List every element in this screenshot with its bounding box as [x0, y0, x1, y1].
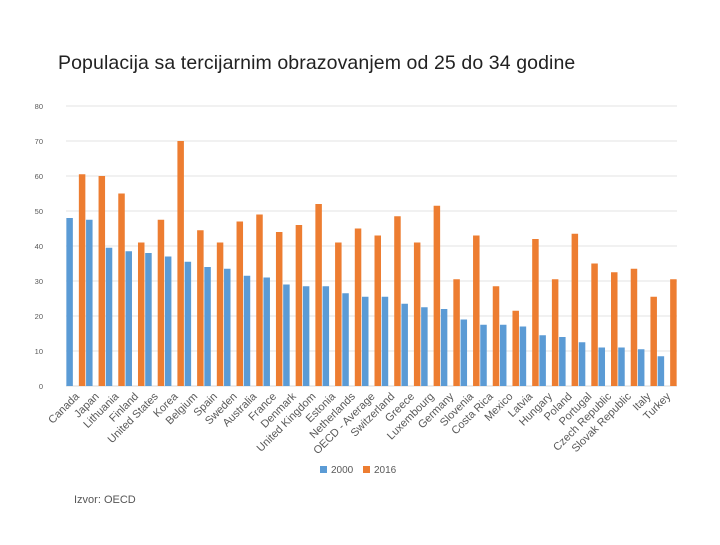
bar-2000-slovak-republic [618, 347, 625, 386]
legend-swatch-2016 [363, 466, 370, 473]
bar-2016-lithuania [118, 193, 125, 386]
bar-2016-canada [78, 174, 86, 386]
bar-2016-slovenia [473, 235, 480, 386]
bar-2000-japan [86, 219, 93, 386]
bar-2000-czech-republic [598, 347, 606, 386]
bar-2000-hungary [539, 335, 546, 386]
bar-2000-korea [164, 256, 172, 386]
bar-2000-belgium [184, 261, 192, 386]
bars [66, 141, 677, 386]
bar-2000-france [263, 277, 270, 386]
bar-2000-oecd-average [362, 296, 369, 386]
bar-2016-poland [571, 233, 579, 386]
bar-2016-switzerland [394, 216, 401, 386]
bar-2016-latvia [532, 239, 539, 386]
y-tick-label: 50 [35, 207, 43, 216]
y-axis-ticks: 0 10 20 30 40 50 60 70 80 [35, 102, 43, 391]
bar-2000-spain [204, 267, 211, 386]
bar-2000-mexico [499, 324, 507, 386]
bar-2016-oecd-average [374, 235, 381, 386]
bar-2016-finland [137, 242, 145, 386]
legend: 2000 2016 [320, 465, 397, 476]
bar-2000-finland [125, 251, 132, 386]
bar-2016-france [275, 232, 283, 386]
source-note: Izvor: OECD [74, 494, 136, 506]
bar-2016-korea [177, 141, 184, 386]
page-title: Populacija sa tercijarnim obrazovanjem o… [58, 52, 576, 74]
bar-2016-turkey [670, 279, 677, 386]
bar-2000-italy [637, 349, 645, 386]
bar-2000-lithuania [105, 247, 113, 386]
bar-2016-czech-republic [611, 272, 618, 386]
bar-2016-united-kingdom [315, 204, 322, 386]
bar-2000-poland [559, 337, 566, 386]
bar-2000-costa-rica [480, 324, 487, 386]
bar-2000-australia [243, 275, 251, 386]
bar-2000-portugal [578, 342, 586, 386]
bar-2016-japan [98, 176, 106, 386]
bar-2000-germany [440, 309, 448, 386]
gridlines [66, 105, 677, 387]
bar-2016-united-states [157, 219, 165, 386]
bar-2016-germany [453, 279, 460, 386]
y-tick-label: 30 [35, 277, 43, 286]
legend-label-2000: 2000 [331, 465, 354, 476]
y-tick-label: 10 [35, 347, 43, 356]
y-tick-label: 80 [35, 102, 43, 111]
bar-2016-denmark [295, 225, 303, 386]
y-tick-label: 0 [39, 382, 43, 391]
bar-2000-switzerland [381, 296, 389, 386]
bar-2016-italy [650, 296, 657, 386]
bar-2000-denmark [283, 284, 290, 386]
bar-2016-portugal [591, 263, 598, 386]
bar-2016-greece [413, 242, 421, 386]
legend-swatch-2000 [320, 466, 327, 473]
bar-2016-sweden [236, 221, 244, 386]
y-tick-label: 20 [35, 312, 43, 321]
bar-2000-sweden [224, 268, 231, 386]
bar-2016-belgium [197, 230, 204, 386]
bar-2016-spain [216, 242, 224, 386]
bar-2000-turkey [657, 356, 665, 386]
bar-2016-slovak-republic [630, 268, 638, 386]
bar-2000-estonia [322, 286, 330, 386]
bar-2000-slovenia [460, 319, 468, 386]
y-tick-label: 40 [35, 242, 43, 251]
legend-label-2016: 2016 [374, 465, 397, 476]
bar-2000-greece [401, 303, 408, 386]
y-tick-label: 70 [35, 137, 43, 146]
bar-2016-hungary [551, 279, 559, 386]
bar-2016-luxembourg [433, 205, 441, 386]
bar-2000-united-states [145, 253, 152, 386]
bar-2000-luxembourg [421, 307, 428, 386]
bar-2016-netherlands [354, 228, 362, 386]
bar-2000-netherlands [342, 293, 349, 386]
bar-2000-united-kingdom [302, 286, 310, 386]
y-tick-label: 60 [35, 172, 43, 181]
bar-2016-costa-rica [492, 286, 500, 386]
bar-2016-australia [256, 214, 263, 386]
bar-2000-canada [66, 218, 73, 386]
bar-2016-mexico [512, 310, 519, 386]
bar-2000-latvia [519, 326, 527, 386]
bar-2016-estonia [335, 242, 342, 386]
